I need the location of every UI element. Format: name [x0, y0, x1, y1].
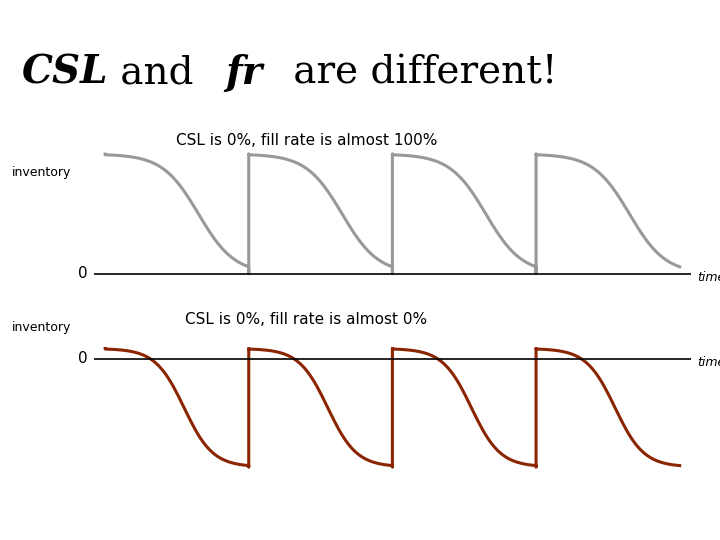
Text: time: time	[697, 271, 720, 284]
Text: fr: fr	[225, 54, 263, 92]
Text: and: and	[108, 55, 206, 91]
Text: 0: 0	[78, 351, 88, 366]
Text: time: time	[697, 356, 720, 369]
Text: UNIVERSITY OF COLORADO AT BOULDER: UNIVERSITY OF COLORADO AT BOULDER	[7, 12, 205, 23]
Text: LEEDS SCHOOL OF BUSINESS: LEEDS SCHOOL OF BUSINESS	[532, 12, 713, 23]
Text: CSL: CSL	[22, 54, 108, 92]
Text: CSL is 0%, fill rate is almost 100%: CSL is 0%, fill rate is almost 100%	[176, 133, 437, 148]
Text: inventory: inventory	[12, 321, 71, 334]
Text: 0: 0	[78, 266, 88, 281]
Text: CSL is 0%, fill rate is almost 0%: CSL is 0%, fill rate is almost 0%	[185, 312, 427, 327]
Text: inventory: inventory	[12, 166, 71, 179]
Text: are different!: are different!	[281, 55, 557, 91]
